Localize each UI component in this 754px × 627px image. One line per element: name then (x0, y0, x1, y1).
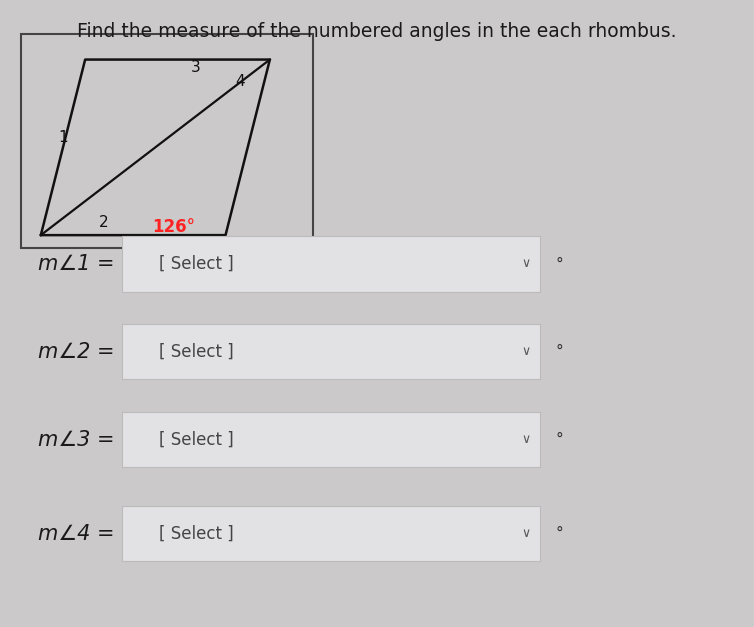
Text: [ Select ]: [ Select ] (159, 343, 234, 361)
Text: ∨: ∨ (522, 433, 531, 446)
Text: m∠3 =: m∠3 = (38, 429, 115, 450)
Bar (122, 236, 540, 292)
Text: m∠2 =: m∠2 = (38, 342, 115, 362)
Bar (122, 324, 540, 379)
Text: [ Select ]: [ Select ] (159, 525, 234, 542)
Text: 2: 2 (99, 215, 109, 230)
Text: m∠4 =: m∠4 = (38, 524, 115, 544)
Bar (122, 506, 540, 561)
Text: Find the measure of the numbered angles in the each rhombus.: Find the measure of the numbered angles … (77, 22, 677, 41)
Text: m∠1 =: m∠1 = (38, 254, 115, 274)
Text: ∨: ∨ (522, 527, 531, 540)
Text: °: ° (556, 344, 563, 359)
Text: 1: 1 (58, 130, 68, 145)
Text: °: ° (556, 526, 563, 541)
Text: 3: 3 (191, 60, 201, 75)
Text: °: ° (556, 256, 563, 271)
Text: [ Select ]: [ Select ] (159, 431, 234, 448)
Bar (21, 34, 313, 248)
Text: 4: 4 (235, 74, 245, 89)
Text: ∨: ∨ (522, 345, 531, 358)
Text: °: ° (556, 432, 563, 447)
Text: 126°: 126° (152, 218, 195, 236)
Bar (122, 412, 540, 467)
Text: ∨: ∨ (522, 258, 531, 270)
Text: [ Select ]: [ Select ] (159, 255, 234, 273)
